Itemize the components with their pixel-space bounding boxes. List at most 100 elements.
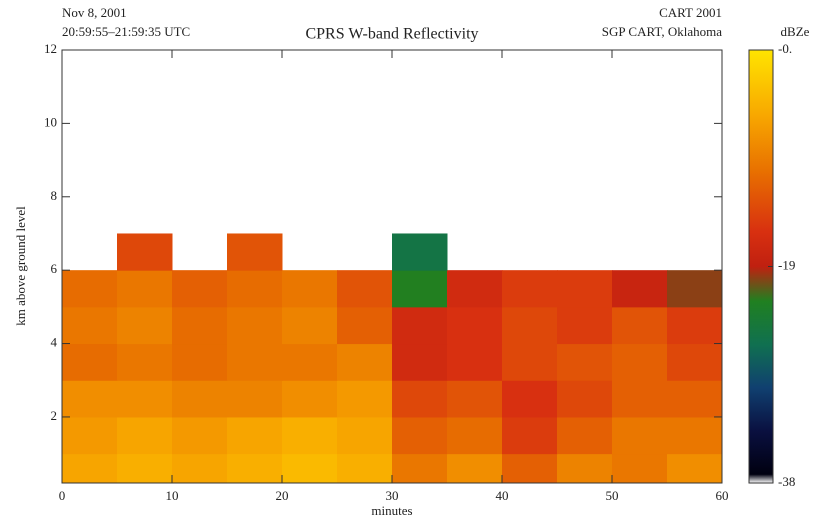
- heatmap-cell: [447, 270, 503, 308]
- heatmap-cell: [667, 306, 723, 345]
- time-range: 20:59:55–21:59:35 UTC: [62, 24, 190, 39]
- heatmap-cell: [557, 343, 613, 381]
- heatmap-cell: [337, 306, 393, 345]
- y-tick-label: 8: [51, 188, 58, 203]
- heatmap-cell: [612, 306, 668, 345]
- heatmap-cell: [557, 416, 613, 455]
- heatmap-cell: [447, 380, 503, 418]
- y-tick-label: 12: [44, 41, 57, 56]
- y-tick-label: 2: [51, 408, 58, 423]
- heatmap-cell: [62, 343, 118, 381]
- chart-title: CPRS W-band Reflectivity: [305, 26, 478, 43]
- heatmap-cell: [117, 416, 173, 455]
- heatmap-cell: [502, 306, 558, 345]
- heatmap-cell: [337, 416, 393, 455]
- heatmap-cell: [612, 343, 668, 381]
- heatmap-cell: [502, 270, 558, 308]
- heatmap-cell: [557, 453, 613, 484]
- x-tick-label: 50: [606, 488, 619, 503]
- heatmap-cell: [337, 453, 393, 484]
- heatmap-cell: [62, 380, 118, 418]
- heatmap-cell: [392, 416, 448, 455]
- heatmap-cell: [612, 380, 668, 418]
- heatmap-cell: [392, 270, 448, 308]
- x-tick-label: 60: [716, 488, 729, 503]
- heatmap-cell: [172, 453, 228, 484]
- heatmap-cell: [117, 233, 173, 271]
- y-tick-label: 4: [51, 335, 58, 350]
- heatmap-cell: [447, 343, 503, 381]
- heatmap-cell: [337, 270, 393, 308]
- heatmap-cell: [667, 416, 723, 455]
- heatmap-cell: [502, 380, 558, 418]
- heatmap-cell: [612, 270, 668, 308]
- colorbar-tick-label: -19: [778, 257, 795, 272]
- heatmap-cell: [227, 416, 283, 455]
- x-tick-label: 20: [276, 488, 289, 503]
- x-axis-label: minutes: [371, 503, 412, 518]
- heatmap-cell: [337, 380, 393, 418]
- heatmap-cell: [117, 306, 173, 345]
- heatmap-cell: [282, 416, 338, 455]
- heatmap-cell: [172, 416, 228, 455]
- heatmap-cell: [282, 270, 338, 308]
- heatmap-cell: [502, 453, 558, 484]
- heatmap-cell: [447, 416, 503, 455]
- heatmap-cell: [337, 343, 393, 381]
- campaign: CART 2001: [659, 5, 722, 20]
- date: Nov 8, 2001: [62, 5, 127, 20]
- heatmap-cell: [282, 380, 338, 418]
- heatmap-cell: [502, 343, 558, 381]
- heatmap-cell: [117, 343, 173, 381]
- heatmap-cell: [667, 380, 723, 418]
- heatmap-cell: [62, 416, 118, 455]
- heatmap-cell: [172, 343, 228, 381]
- colorbar-tick-label: -38: [778, 474, 795, 489]
- heatmap-cell: [172, 270, 228, 308]
- heatmap-cell: [227, 306, 283, 345]
- y-axis-label: km above ground level: [13, 206, 28, 326]
- heatmap-cell: [392, 380, 448, 418]
- heatmap-cell: [502, 416, 558, 455]
- heatmap-cell: [62, 453, 118, 484]
- colorbar-label: dBZe: [781, 24, 810, 39]
- heatmap-cell: [667, 343, 723, 381]
- heatmap-cell: [172, 306, 228, 345]
- heatmap-cell: [392, 233, 448, 271]
- heatmap-cell: [557, 380, 613, 418]
- site: SGP CART, Oklahoma: [602, 24, 722, 39]
- heatmap-cell: [447, 453, 503, 484]
- x-tick-label: 40: [496, 488, 509, 503]
- heatmap-cell: [227, 233, 283, 271]
- heatmap-cell: [282, 453, 338, 484]
- heatmap-cell: [117, 380, 173, 418]
- y-tick-label: 10: [44, 114, 57, 129]
- y-tick-label: 6: [51, 261, 58, 276]
- heatmap-cell: [227, 343, 283, 381]
- heatmap-cell: [557, 270, 613, 308]
- heatmap-cell: [447, 306, 503, 345]
- heatmap-cell: [612, 453, 668, 484]
- x-tick-label: 0: [59, 488, 66, 503]
- heatmap-cell: [227, 270, 283, 308]
- heatmap-cell: [392, 343, 448, 381]
- heatmap-cell: [227, 453, 283, 484]
- heatmap-cell: [62, 306, 118, 345]
- heatmap-cell: [117, 453, 173, 484]
- heatmap-cell: [117, 270, 173, 308]
- heatmap-cell: [667, 453, 723, 484]
- heatmap-cell: [282, 306, 338, 345]
- heatmap-cell: [612, 416, 668, 455]
- heatmap-cell: [282, 343, 338, 381]
- x-tick-label: 10: [166, 488, 179, 503]
- heatmap-cell: [557, 306, 613, 345]
- colorbar-tick-label: -0.: [778, 41, 792, 56]
- heatmap-cell: [392, 306, 448, 345]
- heatmap-cell: [392, 453, 448, 484]
- x-tick-label: 30: [386, 488, 399, 503]
- heatmap-cell: [227, 380, 283, 418]
- heatmap-cell: [172, 380, 228, 418]
- heatmap-cell: [667, 270, 723, 308]
- heatmap-cell: [62, 270, 118, 308]
